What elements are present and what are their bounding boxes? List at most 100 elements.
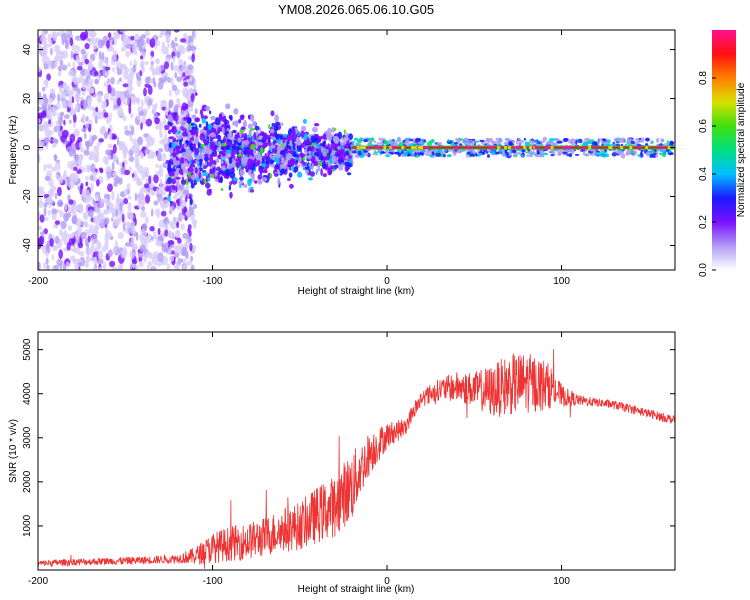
spectrogram-turbulent-cell [207,123,213,131]
snr-x-tick-label: 100 [553,576,570,587]
spectrogram-turbulent-cell [327,127,332,135]
colorbar-tick-label: 0.0 [698,263,709,277]
spectrogram-noise-cell [129,249,136,259]
spectrogram-peak-cell [362,146,366,150]
spectrogram-noise-cell [182,63,187,73]
spectrogram-noise-cell [153,174,159,184]
spectrogram-band-cell [409,151,412,155]
spectrogram-band-cell [571,150,574,155]
spectrogram-noise-cell [54,161,61,171]
spectrogram-turbulent-cell [275,133,280,140]
spectrogram-band-cell [405,139,411,143]
spectrogram-noise-cell [172,195,178,200]
spectrogram-noise-cell [54,235,60,245]
spectrogram-band-cell [620,140,627,144]
spectrogram-band-cell [568,139,573,144]
spectrogram-noise-cell [86,241,90,248]
spectrogram-turbulent-cell [174,160,180,166]
spectrogram-turbulent-cell [322,173,327,178]
spectrogram-turbulent-cell [327,167,333,176]
spectrogram-band-cell [486,154,491,158]
spectrogram-band-cell [385,154,391,158]
spectrogram-noise-cell [102,155,109,165]
spectrogram-noise-cell [139,188,144,198]
spectrogram-noise-cell [140,34,147,40]
spectrogram-turbulent-cell [344,164,349,173]
spectrogram-peak-cell [383,146,387,150]
spectrogram-turbulent-cell [331,126,335,133]
spectrogram-turbulent-cell [220,160,224,165]
spectrogram-noise-cell [132,259,138,265]
spectrogram-noise-cell [192,30,195,38]
spectrogram-noise-cell [179,45,186,55]
spectrogram-noise-cell [53,44,61,53]
spectrogram-turbulent-cell [274,114,279,123]
spectrogram-turbulent-cell [317,166,321,172]
spectrogram-band-cell [380,151,386,154]
spectrogram-turbulent-cell [249,189,255,193]
spectrogram-band-cell [421,140,425,146]
spectrogram-noise-cell [70,142,76,153]
spectrogram-noise-cell [151,236,154,241]
spectrogram-band-cell [584,153,589,157]
spectrogram-noise-cell [158,219,165,228]
spectrogram-noise-cell [63,212,70,222]
spectrogram-noise-cell [137,97,140,106]
spectrogram-noise-cell [128,105,132,115]
spectrogram-noise-cell [57,71,62,77]
spectrogram-noise-cell [126,183,131,191]
spectrogram-noise-cell [125,50,131,58]
spectrogram-turbulent-cell [344,143,350,148]
spectrogram-band-cell [617,150,622,155]
spectrogram-turbulent-cell [239,176,244,181]
spectrogram-band-cell [597,140,600,145]
spectrogram-noise-cell [46,73,51,81]
spectrogram-noise-cell [130,225,136,235]
spectrogram-noise-cell [124,130,131,136]
spectrogram-noise-cell [112,98,116,107]
spectrogram-band-cell [529,140,535,144]
spectrogram-turbulent-cell [255,130,259,137]
spectrogram-noise-cell [122,83,129,88]
spectrogram-noise-cell [135,264,139,270]
spectrogram-turbulent-cell [179,140,183,148]
spectrogram-turbulent-cell [305,169,309,175]
spectrogram-peak-cell [367,146,371,150]
spectrogram-turbulent-cell [275,150,281,159]
spectrogram-noise-cell [177,237,182,244]
spectrogram-noise-cell [152,256,158,266]
spectrogram-noise-cell [43,202,48,208]
spectrogram-noise-cell [47,97,54,104]
spectrogram-band-cell [627,138,633,141]
spectrogram-noise-cell [64,202,68,211]
spectrogram-noise-cell [144,61,149,65]
spectrogram-noise-cell [76,218,82,228]
spectrogram-noise-cell [38,225,43,231]
spectrogram-noise-cell [185,251,189,260]
spectrogram-noise-cell [137,252,144,258]
spectrogram-turbulent-cell [341,145,345,150]
spectrogram-noise-cell [111,190,115,201]
spectrogram-band-cell [486,138,491,143]
spectrogram-noise-cell [92,266,97,270]
spectrogram-turbulent-cell [225,103,231,110]
spectrogram-band-cell [463,137,469,141]
spectrogram-noise-cell [178,58,184,66]
spectrogram-noise-cell [73,114,77,123]
spectrogram-turbulent-cell [270,110,275,117]
spectrogram-noise-cell [97,71,102,78]
spectrogram-turbulent-cell [300,150,303,158]
spectrogram-turbulent-cell [243,146,249,151]
spectrogram-noise-cell [107,249,113,257]
spectrogram-turbulent-cell [253,136,257,140]
spectrogram-noise-cell [107,165,112,173]
spectrogram-band-cell [662,154,666,158]
spectrogram-band-cell [537,153,544,158]
spectrogram-band-cell [520,154,525,158]
spectrogram-noise-cell [166,186,170,192]
spectrogram-turbulent-cell [279,150,285,156]
spectrogram-noise-cell [173,252,180,258]
spectrogram-noise-cell [95,106,98,112]
spectrogram-noise-cell [113,31,120,37]
spectrogram-turbulent-cell [171,178,177,185]
